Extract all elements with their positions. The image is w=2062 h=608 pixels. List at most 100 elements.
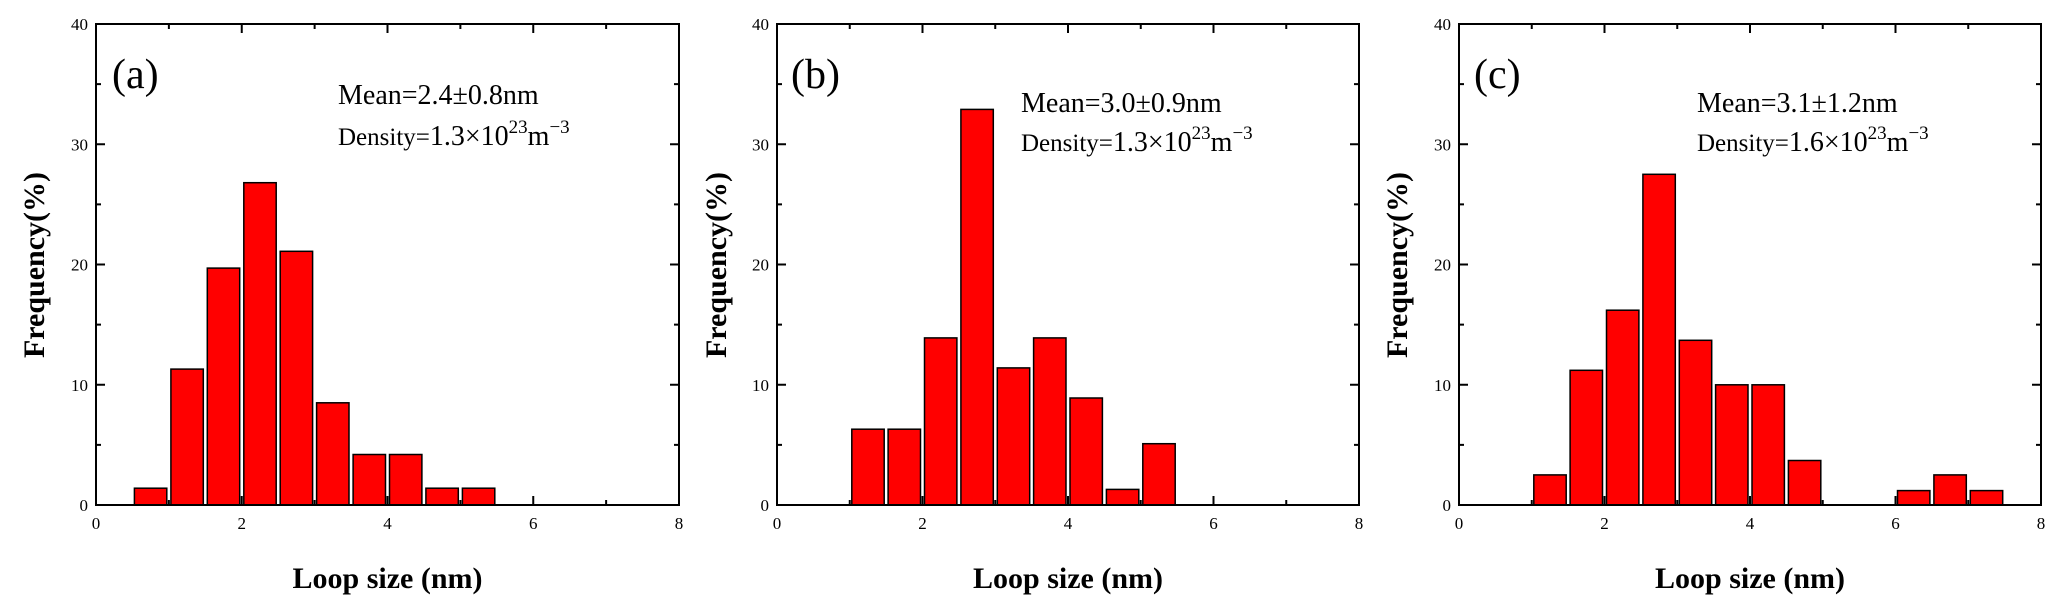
- bar: [1678, 339, 1713, 506]
- x-tick-label: 6: [529, 514, 538, 533]
- bar: [851, 428, 885, 506]
- bar: [1069, 397, 1104, 506]
- mean-label: Mean=3.1: [1697, 88, 1812, 119]
- panel-label: (a): [112, 52, 159, 98]
- density-annotation: Density=1.3×1023m−3: [338, 117, 570, 152]
- mean-uncertainty: 1.2nm: [1827, 88, 1898, 119]
- x-tick-label: 8: [675, 514, 684, 533]
- bar: [170, 368, 205, 506]
- bar: [1032, 337, 1067, 506]
- y-tick-label: 0: [1443, 496, 1452, 515]
- mean-uncertainty: 0.8nm: [468, 80, 539, 111]
- bar: [1605, 309, 1640, 506]
- bar: [133, 487, 168, 506]
- bar: [923, 337, 958, 506]
- y-axis-title: Frequency(%): [1381, 172, 1414, 358]
- density-unit-exponent: −3: [1908, 123, 1928, 144]
- y-tick-label: 40: [71, 15, 88, 34]
- bar: [352, 453, 387, 506]
- panel-a: 0 2 4 6 8 0 10 20 30 40 Loop size (nm) Frequency(%)…: [18, 15, 683, 595]
- bar: [1569, 369, 1604, 506]
- panel-b: 0 2 4 6 8 0 10 20 30 40 Loop size (nm) Frequency(%)…: [700, 15, 1363, 595]
- mean-annotation: Mean=3.1±1.2nm: [1697, 88, 1898, 119]
- bar: [1896, 489, 1931, 506]
- bar: [388, 453, 423, 506]
- bar: [1714, 384, 1749, 506]
- y-tick-label: 30: [71, 135, 88, 154]
- bar: [206, 267, 241, 506]
- bar: [996, 367, 1031, 506]
- mean-uncertainty: 0.9nm: [1151, 88, 1222, 119]
- bar: [461, 487, 496, 506]
- plus-minus: ±: [1136, 88, 1151, 119]
- y-axis-title: Frequency(%): [700, 172, 733, 358]
- x-axis-title: Loop size (nm): [1655, 562, 1845, 595]
- plus-minus: ±: [453, 80, 468, 111]
- density-unit-exponent: −3: [1232, 123, 1252, 144]
- mean-label: Mean=3.0: [1021, 88, 1136, 119]
- x-tick-label: 2: [918, 514, 927, 533]
- density-value: 1.3×10: [430, 121, 509, 152]
- x-axis-title: Loop size (nm): [973, 562, 1163, 595]
- bar: [1751, 384, 1786, 506]
- x-tick-label: 0: [1455, 514, 1464, 533]
- bar: [315, 402, 350, 506]
- density-exponent: 23: [1192, 123, 1211, 144]
- x-tick-label: 0: [773, 514, 782, 533]
- x-tick-label: 6: [1891, 514, 1900, 533]
- x-tick-label: 8: [1355, 514, 1364, 533]
- y-tick-label: 20: [71, 256, 88, 275]
- bar: [279, 250, 314, 506]
- density-label: Density=: [1697, 130, 1789, 157]
- x-tick-label: 6: [1209, 514, 1218, 533]
- density-unit: m: [1887, 127, 1909, 158]
- bar: [1969, 489, 2004, 506]
- bar: [1142, 442, 1176, 506]
- x-tick-label: 4: [1064, 514, 1073, 533]
- x-axis-title: Loop size (nm): [293, 562, 483, 595]
- density-unit-exponent: −3: [549, 117, 569, 138]
- y-tick-label: 10: [71, 376, 88, 395]
- mean-annotation: Mean=2.4±0.8nm: [338, 80, 539, 111]
- bar: [887, 428, 922, 506]
- y-tick-label: 10: [752, 376, 769, 395]
- x-tick-label: 0: [92, 514, 101, 533]
- density-annotation: Density=1.3×1023m−3: [1021, 123, 1253, 158]
- bar: [1642, 173, 1677, 506]
- x-tick-label: 2: [238, 514, 247, 533]
- density-annotation: Density=1.6×1023m−3: [1697, 123, 1929, 158]
- y-tick-label: 40: [1434, 15, 1451, 34]
- plus-minus: ±: [1812, 88, 1827, 119]
- panel-c: 0 2 4 6 8 0 10 20 30 40 Loop size (nm) Frequency(%)…: [1381, 15, 2045, 595]
- y-tick-label: 40: [752, 15, 769, 34]
- x-tick-label: 8: [2037, 514, 2046, 533]
- panel-label: (c): [1474, 52, 1521, 98]
- y-tick-label: 30: [1434, 135, 1451, 154]
- mean-label: Mean=2.4: [338, 80, 453, 111]
- mean-annotation: Mean=3.0±0.9nm: [1021, 88, 1222, 119]
- bar: [425, 487, 460, 506]
- bar: [1105, 488, 1140, 506]
- x-tick-label: 4: [1746, 514, 1755, 533]
- y-tick-label: 10: [1434, 376, 1451, 395]
- bar: [1933, 474, 1968, 506]
- bar: [1787, 459, 1822, 506]
- bar: [960, 108, 995, 506]
- y-axis-title: Frequency(%): [18, 172, 51, 358]
- bar: [243, 181, 277, 506]
- x-tick-label: 4: [383, 514, 392, 533]
- bar: [1533, 474, 1567, 506]
- density-unit: m: [528, 121, 550, 152]
- y-tick-label: 20: [752, 256, 769, 275]
- density-exponent: 23: [1868, 123, 1887, 144]
- density-label: Density=: [1021, 130, 1113, 157]
- panel-label: (b): [791, 52, 840, 98]
- y-tick-label: 30: [752, 135, 769, 154]
- y-tick-label: 20: [1434, 256, 1451, 275]
- y-tick-label: 0: [80, 496, 89, 515]
- density-value: 1.3×10: [1113, 127, 1192, 158]
- density-exponent: 23: [509, 117, 528, 138]
- density-unit: m: [1211, 127, 1233, 158]
- density-label: Density=: [338, 124, 430, 151]
